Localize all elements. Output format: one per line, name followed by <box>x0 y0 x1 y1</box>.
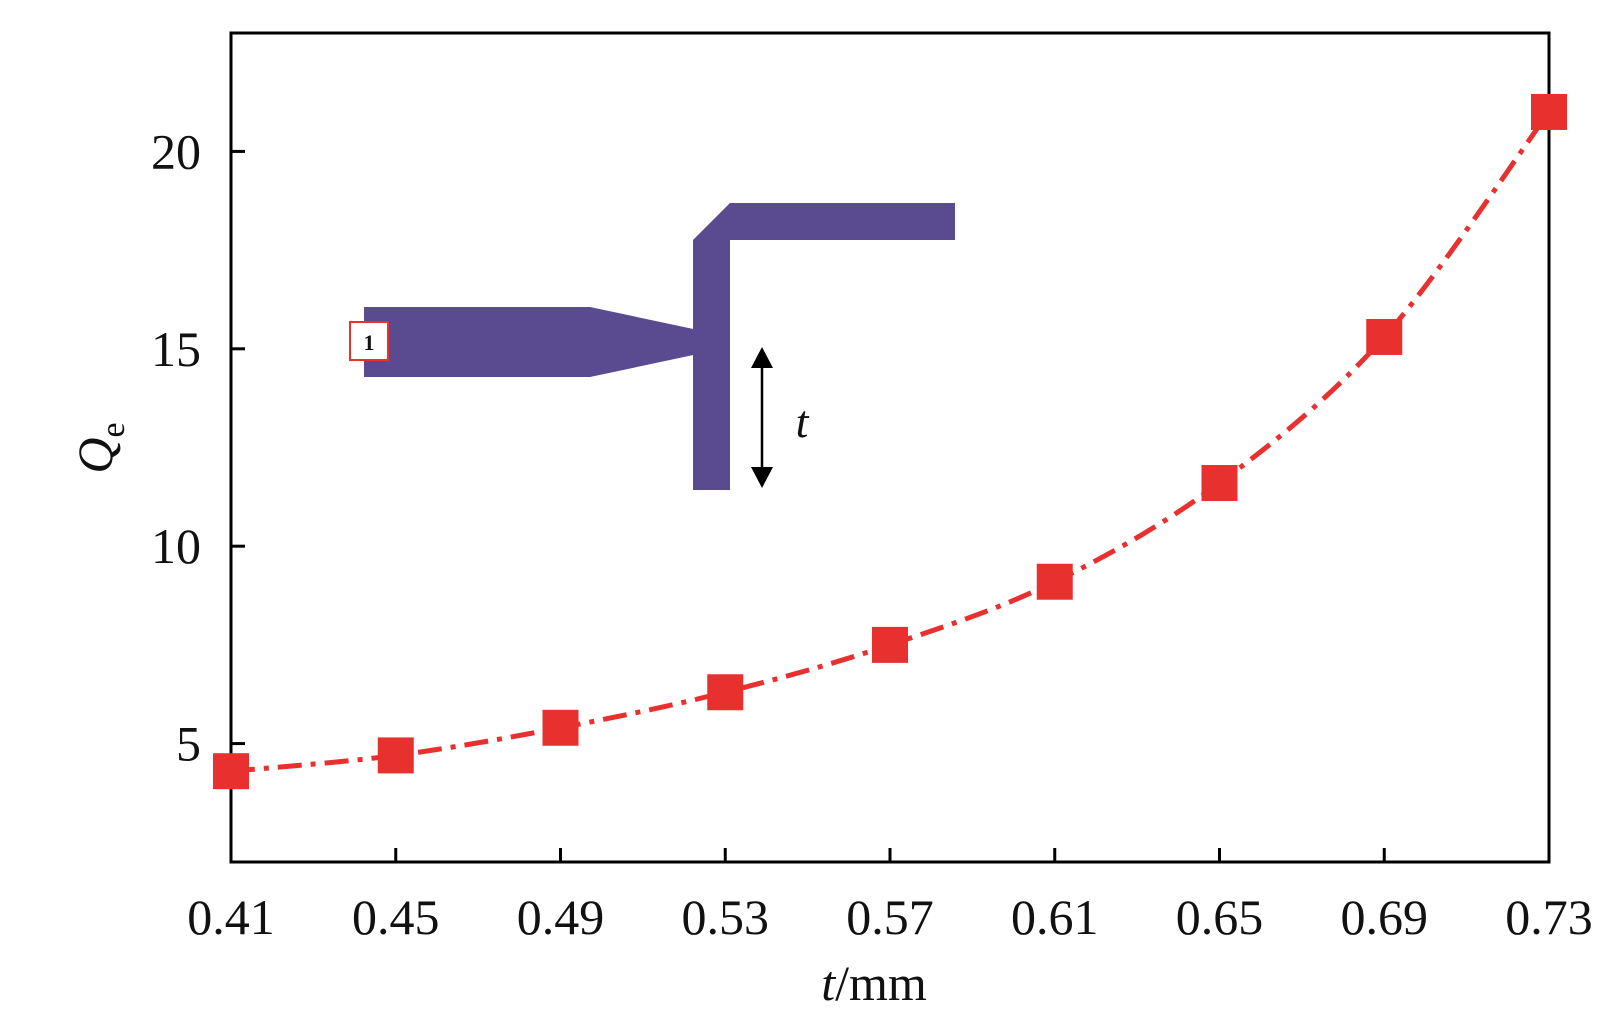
dimension-label: t <box>796 396 810 447</box>
data-point-marker <box>542 709 579 746</box>
series-layer <box>213 93 1567 790</box>
x-axis: 0.41 0.45 0.49 0.53 0.57 0.61 0.65 0.69 0.73 <box>187 848 1593 945</box>
dimension-arrow <box>751 347 773 488</box>
y-tick-label: 10 <box>151 518 201 574</box>
y-axis-title-symbol: Q <box>67 437 123 473</box>
x-tick-label: 0.53 <box>682 889 770 945</box>
port-label: 1 <box>364 330 375 355</box>
data-point-marker <box>1366 318 1403 355</box>
x-tick-label: 0.69 <box>1341 889 1429 945</box>
x-axis-title-unit: /mm <box>835 955 927 1011</box>
data-point-marker <box>1201 465 1238 502</box>
data-point-marker <box>1531 93 1567 130</box>
data-point-marker <box>1036 563 1073 600</box>
y-tick-label: 5 <box>176 716 201 772</box>
inset-feed-line <box>364 307 698 377</box>
y-axis-title-subscript: e <box>95 422 132 437</box>
x-tick-label: 0.65 <box>1176 889 1264 945</box>
inset-resonator-bend <box>693 203 955 490</box>
x-tick-label: 0.61 <box>1011 889 1099 945</box>
x-axis-title: t/mm <box>821 955 927 1011</box>
data-point-marker <box>377 737 414 774</box>
x-tick-label: 0.73 <box>1505 889 1593 945</box>
inset-schematic: 1 t <box>349 203 955 490</box>
data-point-marker <box>213 753 249 790</box>
data-point-marker <box>872 626 908 663</box>
y-axis-title: Qe <box>67 422 132 473</box>
x-tick-label: 0.45 <box>352 889 440 945</box>
y-tick-label: 20 <box>151 123 201 179</box>
y-axis: 5 10 15 20 <box>151 123 245 772</box>
port-box <box>349 321 389 361</box>
svg-text:Qe: Qe <box>67 422 132 473</box>
data-point-marker <box>707 674 744 711</box>
x-tick-label: 0.57 <box>846 889 934 945</box>
x-tick-label: 0.41 <box>187 889 275 945</box>
x-tick-label: 0.49 <box>517 889 605 945</box>
y-tick-label: 15 <box>151 321 201 377</box>
plot-frame <box>229 31 1551 864</box>
x-axis-title-symbol: t <box>821 955 836 1011</box>
